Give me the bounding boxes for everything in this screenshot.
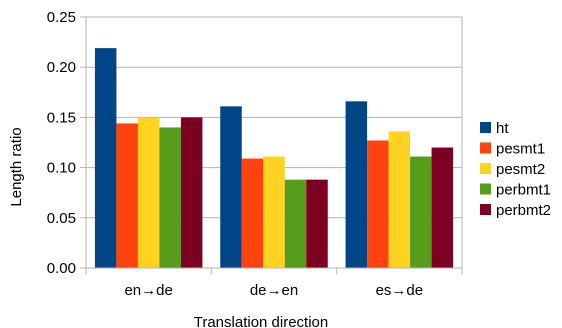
y-axis-label: Length ratio [8,127,25,206]
bar-perbmt2-0 [180,117,203,269]
legend-swatch-perbmt1 [480,183,491,195]
legend-label-ht: ht [496,120,509,137]
bar-perbmt1-1 [284,179,307,268]
bar-pesmt1-2 [367,140,389,268]
y-tick-label: 0.25 [47,9,76,26]
legend-label-perbmt2: perbmt2 [496,202,551,219]
y-tick-label: 0.15 [47,109,76,126]
y-tick-labels: 0.00 0.05 0.10 0.15 0.20 0.25 [47,9,76,277]
bar-pesmt1-0 [116,123,138,268]
x-tick-label: de→en [250,282,298,299]
axes [80,16,463,274]
legend-label-pesmt2: pesmt2 [496,161,545,178]
bar-pesmt2-2 [388,131,411,268]
bar-pesmt1-1 [241,158,264,268]
legend: ht pesmt1 pesmt2 perbmt1 perbmt2 [480,120,551,219]
x-tick-label: es→de [376,282,424,299]
bar-perbmt2-1 [306,179,328,268]
bar-ht-0 [94,48,117,269]
x-axis-label: Translation direction [194,314,329,328]
bar-ht-1 [220,106,242,268]
bar-perbmt2-2 [431,147,454,268]
legend-swatch-pesmt1 [480,142,491,154]
bar-ht-2 [345,101,368,268]
bar-perbmt1-0 [159,127,181,268]
bars [94,48,454,269]
bar-pesmt2-1 [263,156,285,268]
legend-swatch-pesmt2 [480,163,491,174]
y-tick-label: 0.20 [47,59,76,76]
legend-swatch-ht [480,122,491,133]
legend-label-pesmt1: pesmt1 [496,141,545,158]
legend-label-perbmt1: perbmt1 [496,182,551,199]
y-tick-label: 0.05 [47,210,76,227]
x-tick-label: en→de [124,282,172,299]
bar-perbmt1-2 [410,156,432,268]
y-tick-label: 0.10 [47,160,76,177]
legend-swatch-perbmt2 [480,204,491,215]
x-tick-labels: en→de de→en es→de [124,282,423,299]
bar-pesmt2-0 [137,117,160,269]
y-tick-label: 0.00 [47,260,76,277]
